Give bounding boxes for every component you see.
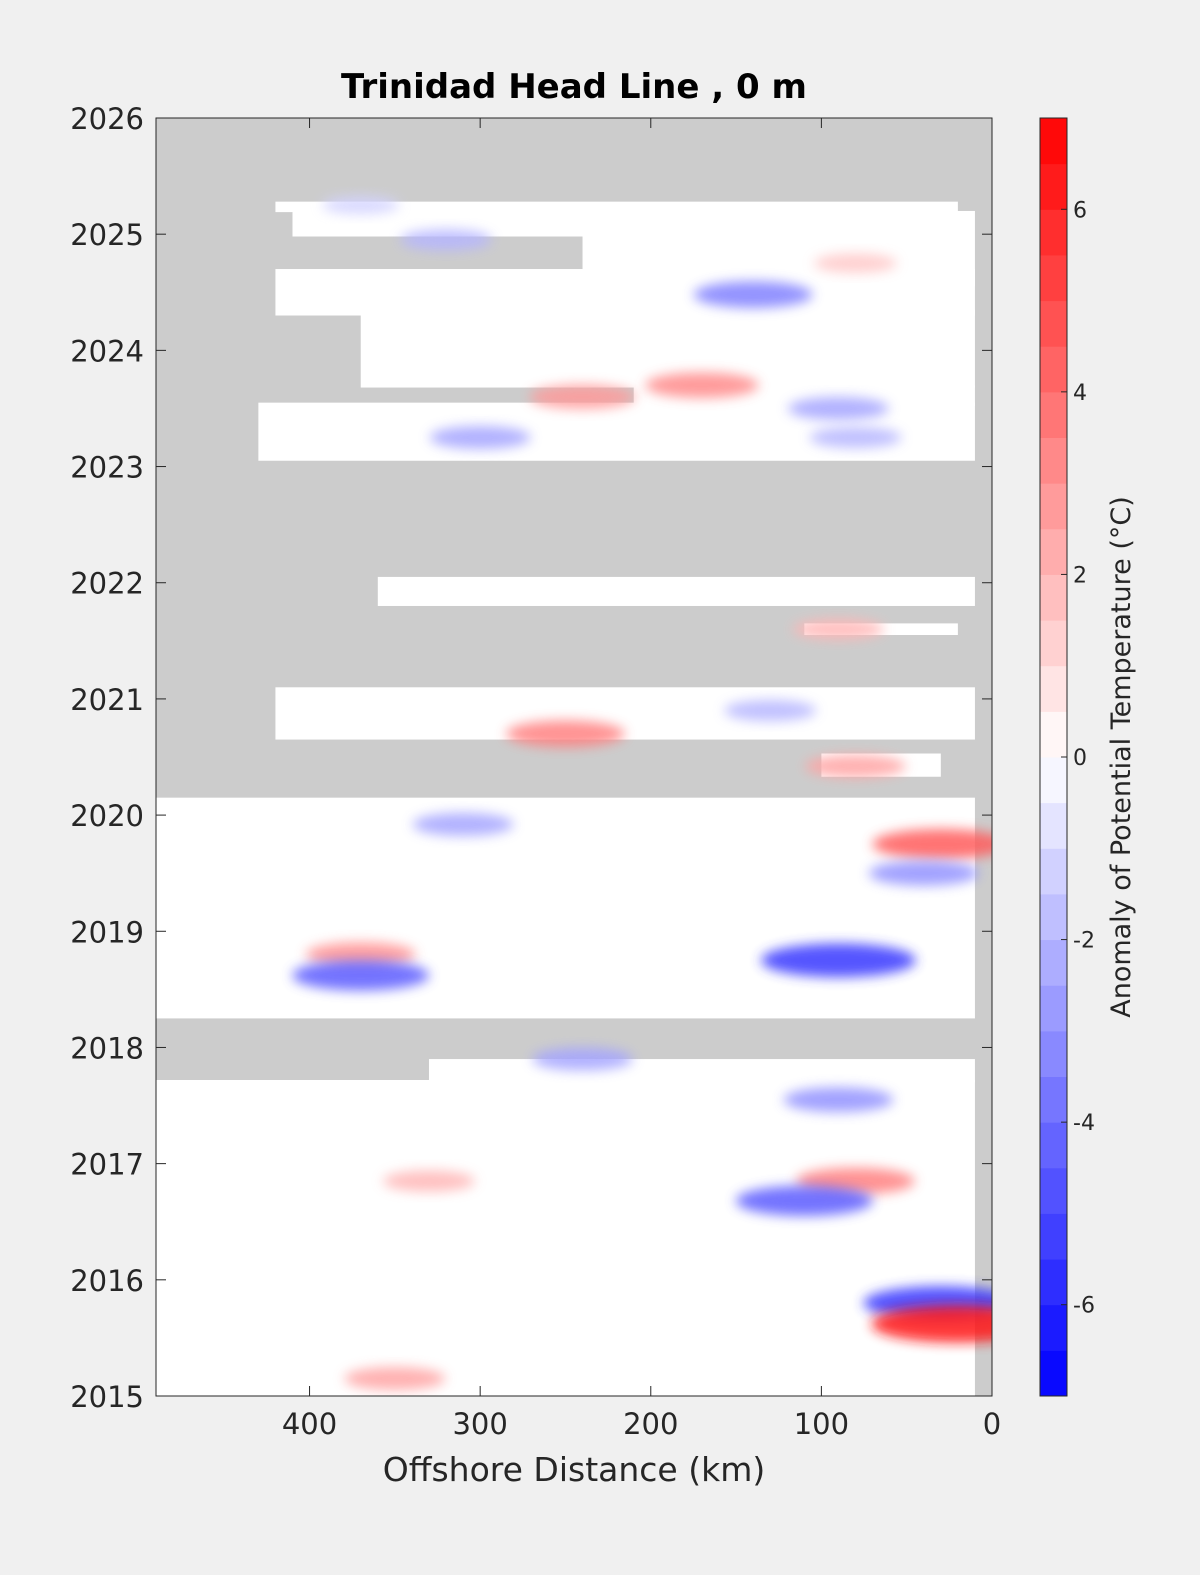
colorbar-level bbox=[1040, 620, 1067, 667]
colorbar-level bbox=[1040, 118, 1067, 165]
colorbar-tick-label: -6 bbox=[1073, 1294, 1095, 1319]
cold-anomaly bbox=[321, 195, 400, 215]
colorbar-level bbox=[1040, 848, 1067, 895]
colorbar-level bbox=[1040, 346, 1067, 393]
colorbar-level bbox=[1040, 391, 1067, 438]
colorbar-level bbox=[1040, 1259, 1067, 1306]
colorbar-level bbox=[1040, 893, 1067, 941]
data-coverage-band bbox=[275, 687, 975, 740]
colorbar-level bbox=[1040, 1030, 1067, 1077]
cold-anomaly bbox=[400, 229, 493, 251]
y-tick-label: 2018 bbox=[70, 1031, 144, 1065]
y-tick-label: 2019 bbox=[70, 915, 144, 949]
colorbar-level bbox=[1040, 1304, 1067, 1351]
warm-anomaly bbox=[344, 1367, 446, 1391]
plot-frame bbox=[155, 117, 993, 1397]
warm-anomaly bbox=[645, 372, 759, 398]
data-coverage-band bbox=[360, 309, 975, 388]
colorbar-level bbox=[1040, 939, 1067, 986]
data-coverage-band bbox=[156, 1079, 975, 1396]
colorbar-level bbox=[1040, 985, 1067, 1032]
warm-anomaly bbox=[305, 942, 416, 967]
colorbar-tick-label: -4 bbox=[1073, 1111, 1095, 1136]
colorbar-tick-label: 2 bbox=[1073, 563, 1087, 588]
x-tick-label: 300 bbox=[452, 1407, 507, 1441]
y-tick-label: 2016 bbox=[70, 1264, 144, 1298]
colorbar-level bbox=[1040, 711, 1067, 758]
y-tick-label: 2022 bbox=[70, 567, 144, 601]
cold-anomaly bbox=[724, 699, 817, 722]
y-tick-label: 2024 bbox=[70, 334, 144, 368]
y-tick-label: 2021 bbox=[70, 683, 144, 717]
colorbar-level bbox=[1040, 1122, 1067, 1169]
colorbar-label: Anomaly of Potential Temperature (°C) bbox=[1106, 496, 1137, 1018]
colorbar-level bbox=[1040, 254, 1067, 302]
colorbar-level bbox=[1040, 528, 1067, 575]
cold-anomaly bbox=[693, 281, 813, 308]
colorbar-tick-label: 0 bbox=[1073, 746, 1087, 771]
data-coverage-band bbox=[156, 797, 975, 1019]
colorbar-level bbox=[1040, 802, 1067, 849]
y-tick-label: 2017 bbox=[70, 1148, 144, 1182]
data-coverage-band bbox=[377, 576, 975, 606]
y-tick-label: 2026 bbox=[70, 102, 144, 136]
colorbar-level bbox=[1040, 757, 1067, 804]
colorbar-level bbox=[1040, 163, 1067, 210]
cold-anomaly bbox=[787, 396, 889, 420]
cold-anomaly bbox=[292, 960, 430, 991]
x-tick-label: 100 bbox=[794, 1407, 849, 1441]
data-coverage-band bbox=[275, 201, 958, 213]
cold-anomaly bbox=[532, 1047, 634, 1071]
warm-anomaly bbox=[805, 754, 907, 778]
y-tick-label: 2025 bbox=[70, 218, 144, 252]
colorbar-level bbox=[1040, 1350, 1067, 1397]
x-tick-label: 200 bbox=[623, 1407, 678, 1441]
colorbar-level bbox=[1040, 1076, 1067, 1123]
colorbar-tick-label: 6 bbox=[1073, 198, 1087, 223]
colorbar-level bbox=[1040, 1167, 1067, 1214]
y-tick-label: 2020 bbox=[70, 799, 144, 833]
cold-anomaly bbox=[412, 812, 514, 836]
colorbar-level bbox=[1040, 209, 1067, 256]
cold-anomaly bbox=[783, 1087, 894, 1113]
colorbar-level bbox=[1040, 300, 1067, 347]
colorbar-level bbox=[1040, 665, 1067, 712]
chart-title: Trinidad Head Line , 0 m bbox=[341, 67, 807, 107]
colorbar-level bbox=[1040, 483, 1067, 530]
colorbar-level bbox=[1040, 574, 1067, 621]
warm-anomaly bbox=[792, 618, 885, 640]
colorbar-tick-label: 4 bbox=[1073, 381, 1087, 406]
warm-anomaly bbox=[382, 1170, 475, 1192]
warm-anomaly bbox=[529, 384, 636, 409]
colorbar-tick-label: -2 bbox=[1073, 929, 1095, 954]
cold-anomaly bbox=[868, 860, 979, 886]
y-tick-label: 2015 bbox=[70, 1380, 144, 1414]
warm-anomaly bbox=[814, 253, 898, 273]
warm-anomaly bbox=[505, 720, 625, 748]
data-coverage-band bbox=[428, 1059, 975, 1083]
colorbar-level bbox=[1040, 437, 1067, 484]
warm-anomaly bbox=[872, 829, 992, 860]
colorbar-level bbox=[1040, 1213, 1067, 1260]
cold-anomaly bbox=[760, 943, 916, 978]
y-tick-label: 2023 bbox=[70, 451, 144, 485]
cold-anomaly bbox=[735, 1185, 873, 1216]
warm-anomaly bbox=[871, 1305, 992, 1343]
x-tick-label: 400 bbox=[282, 1407, 337, 1441]
cold-anomaly bbox=[429, 426, 531, 449]
x-axis-label: Offshore Distance (km) bbox=[383, 1450, 765, 1489]
x-tick-label: 0 bbox=[983, 1407, 1001, 1441]
data-coverage-band bbox=[275, 269, 975, 316]
colorbar bbox=[1040, 118, 1067, 1397]
data-coverage-band bbox=[292, 210, 975, 237]
cold-anomaly bbox=[809, 426, 902, 449]
